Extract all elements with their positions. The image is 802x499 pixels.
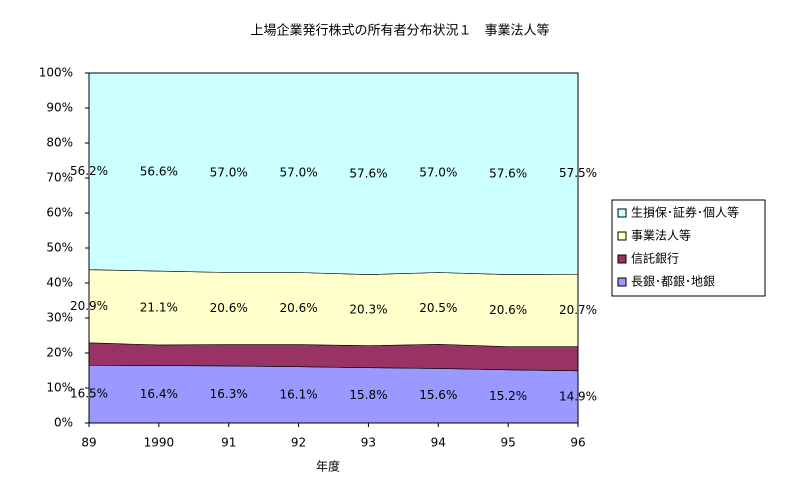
data-label: 15.2% [489,389,527,403]
data-label: 16.1% [280,387,318,401]
data-label: 20.6% [210,301,248,315]
legend-swatch [617,208,627,218]
legend-label: 生損保･証券･個人等 [631,205,739,220]
data-label: 20.5% [419,301,457,315]
legend-box [611,199,766,297]
y-tick-label: 60% [46,206,73,220]
legend-swatch [617,277,627,287]
x-tick-label: 91 [221,436,236,450]
legend-label: 信託銀行 [631,251,679,266]
x-tick-label: 89 [81,436,96,450]
x-tick-label: 93 [361,436,376,450]
y-tick-label: 90% [46,101,73,115]
legend-swatch [617,254,627,264]
x-tick-label: 1990 [144,436,175,450]
data-label: 21.1% [140,301,178,315]
data-label: 16.3% [210,387,248,401]
x-tick-label: 95 [501,436,516,450]
data-label: 15.8% [349,388,387,402]
y-tick-label: 80% [46,136,73,150]
y-tick-label: 20% [46,346,73,360]
legend-swatch [617,231,627,241]
x-tick-label: 92 [291,436,306,450]
x-axis-label: 年度 [316,459,340,474]
y-tick-label: 10% [46,381,73,395]
y-tick-label: 50% [46,241,73,255]
data-label: 20.3% [349,303,387,317]
data-label: 57.0% [280,165,318,179]
chart-title: 上場企業発行株式の所有者分布状況１ 事業法人等 [250,23,549,39]
data-label: 57.6% [349,166,387,180]
data-label: 20.6% [489,303,527,317]
data-label: 56.6% [140,165,178,179]
y-tick-label: 0% [54,416,73,430]
data-label: 15.6% [419,388,457,402]
y-tick-label: 40% [46,276,73,290]
x-tick-label: 96 [570,436,585,450]
data-label: 57.0% [210,165,248,179]
legend-label: 長銀･都銀･地銀 [631,275,715,289]
x-tick-label: 94 [431,436,446,450]
y-tick-label: 100% [39,66,73,80]
legend-label: 事業法人等 [631,229,691,243]
data-label: 16.4% [140,387,178,401]
y-tick-label: 30% [46,311,73,325]
data-label: 20.6% [280,301,318,315]
data-label: 57.0% [419,165,457,179]
y-tick-label: 70% [46,171,73,185]
data-label: 57.6% [489,166,527,180]
